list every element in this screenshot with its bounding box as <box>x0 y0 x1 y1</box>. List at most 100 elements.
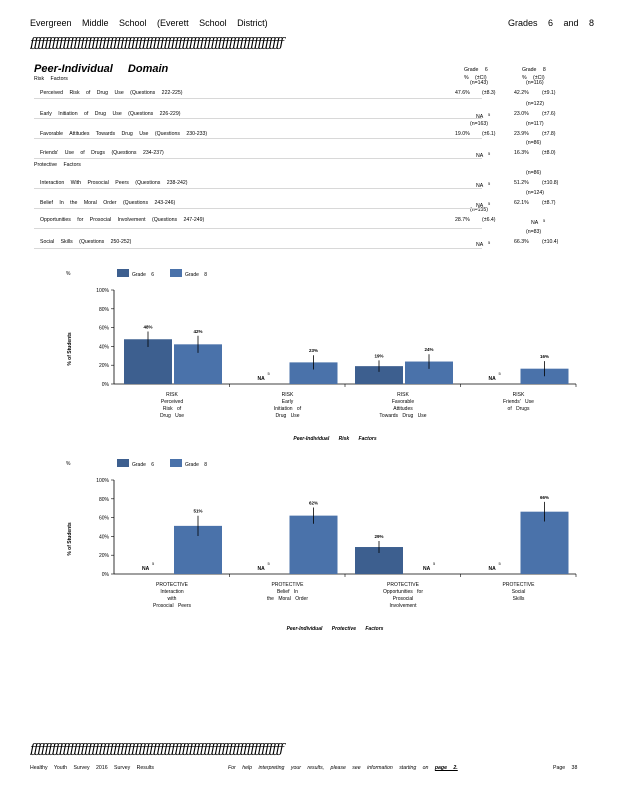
protective-factors-chart: % Grade 6 Grade 8 % of Students 0% 20% 40% 60% 8… <box>66 459 577 632</box>
grade6-na-note: 5 <box>488 181 491 186</box>
footer-page-link[interactable]: page 2. <box>434 765 458 771</box>
data-label: 29% <box>374 534 383 539</box>
category-label: Favorable <box>392 399 414 405</box>
grade6-n: (n=143) <box>470 80 489 86</box>
y-tick-label: 20% <box>99 363 110 369</box>
category-label: Prosocial <box>393 596 414 602</box>
category-label: PROTECTIVE <box>272 582 305 588</box>
bar-grade8 <box>520 511 569 574</box>
na-note: 5 <box>268 561 271 566</box>
decorative-divider-bottom: ƒƒƒƒƒƒƒƒƒƒƒƒƒƒƒƒƒƒƒƒƒƒƒƒƒƒƒƒƒƒƒƒƒƒƒƒƒƒƒƒ… <box>30 742 284 757</box>
category-label: Friends' Use <box>503 399 534 405</box>
protective-factors-heading: Protective Factors <box>34 162 81 168</box>
category-label: Social <box>512 589 526 595</box>
ylabel-top: % <box>66 271 71 277</box>
legend-swatch-grade8 <box>170 269 182 277</box>
data-label: 42% <box>193 329 202 334</box>
grade6-ci: (±8.3) <box>482 90 496 96</box>
grade8-ci: (±7.8) <box>542 131 556 137</box>
na-label: NA <box>423 566 431 572</box>
grade8-value: 16.3% <box>514 150 529 156</box>
data-label: 51% <box>193 509 202 514</box>
category-label: Skills <box>513 596 525 602</box>
category-label: PROTECTIVE <box>156 582 189 588</box>
category-label: of Drugs <box>508 406 530 412</box>
data-label: 62% <box>309 500 318 505</box>
bar-grade8 <box>289 515 338 574</box>
category-label: Involvement <box>390 603 418 609</box>
y-tick-label: 100% <box>96 288 109 294</box>
grade6-value: 28.7% <box>455 217 470 223</box>
risk-factors-chart: % Grade 6 Grade 8 % of Students 0% 20% 40% 60% 8… <box>66 269 577 442</box>
grade6-value: NA <box>476 153 484 159</box>
y-tick-label: 40% <box>99 344 110 350</box>
category-label: Interaction <box>160 589 184 595</box>
y-tick-label: 0% <box>102 572 110 578</box>
col-header-pct-ci-g6: % (±CI) <box>464 75 487 81</box>
ylabel-top: % <box>66 461 71 467</box>
row-separator <box>34 228 482 229</box>
legend-label-grade6: Grade 6 <box>132 272 154 278</box>
data-label: 19% <box>374 353 383 358</box>
grade8-value: 42.2% <box>514 90 529 96</box>
grade8-ci: (±8.7) <box>542 200 556 206</box>
y-axis-label: % of Students <box>67 522 73 556</box>
risk-factors-heading: Risk Factors <box>34 76 68 82</box>
legend-label-grade8: Grade 8 <box>185 462 207 468</box>
grade8-ci: (±10.4) <box>542 239 559 245</box>
grade8-value: 62.1% <box>514 200 529 206</box>
legend-label-grade6: Grade 6 <box>132 462 154 468</box>
data-label: 66% <box>540 495 549 500</box>
grade6-n: (n=163) <box>470 121 489 127</box>
category-label: Drug Use <box>160 413 184 419</box>
na-label: NA <box>489 566 497 572</box>
y-axis-label: % of Students <box>67 332 73 366</box>
factor-label: Early Initiation of Drug Use (Questions … <box>40 111 181 117</box>
na-label: NA <box>258 376 266 382</box>
y-tick-label: 80% <box>99 307 110 313</box>
x-axis-title: Peer-Individual Protective Factors <box>287 626 384 632</box>
na-note: 5 <box>152 561 155 566</box>
category-label: the Moral Order <box>267 596 308 602</box>
na-label: NA <box>258 566 266 572</box>
category-label: Attitudes <box>393 406 413 412</box>
y-tick-label: 60% <box>99 516 110 522</box>
grade6-value: 47.6% <box>455 90 470 96</box>
grade6-value: NA <box>476 203 484 209</box>
y-tick-label: 100% <box>96 478 109 484</box>
na-note: 5 <box>499 561 502 566</box>
grade6-ci: (±6.1) <box>482 131 496 137</box>
grade6-na-note: 5 <box>488 201 491 206</box>
factor-label: Perceived Risk of Drug Use (Questions 22… <box>40 90 183 96</box>
data-label: 16% <box>540 354 549 359</box>
legend-label-grade8: Grade 8 <box>185 272 207 278</box>
grade8-n: (n=83) <box>526 229 542 235</box>
row-separator <box>34 188 482 189</box>
na-label: NA <box>142 566 150 572</box>
grade8-ci: (±9.1) <box>542 90 556 96</box>
school-name: Evergreen Middle School (Everett School … <box>30 18 268 28</box>
row-separator <box>34 208 482 209</box>
data-label: 23% <box>309 348 318 353</box>
data-label: 24% <box>424 347 433 352</box>
grade8-n: (n=117) <box>526 121 544 127</box>
grade8-n: (n=122) <box>526 101 545 107</box>
grade6-ci: (±6.4) <box>482 217 496 223</box>
category-label: Early <box>282 399 294 405</box>
grade8-ci: (±10.8) <box>542 180 559 186</box>
category-label: Towards Drug Use <box>379 413 426 419</box>
row-separator <box>34 98 482 99</box>
factor-label: Interaction With Prosocial Peers (Questi… <box>40 180 188 186</box>
bar-grade8 <box>520 368 569 384</box>
grade6-value: NA <box>476 114 484 120</box>
grades-label: Grades 6 and 8 <box>508 18 595 28</box>
category-label: Belief In <box>277 589 298 595</box>
grade8-value: 51.2% <box>514 180 529 186</box>
footer-help-message: For help interpreting your results, plea… <box>228 765 429 771</box>
col-header-grade6: Grade 6 <box>464 67 488 73</box>
domain-title: Peer-Individual Domain <box>34 63 169 75</box>
row-separator <box>34 118 482 119</box>
grade8-na-note: 5 <box>543 218 546 223</box>
grade6-value: NA <box>476 183 484 189</box>
grade8-value: 66.3% <box>514 239 529 245</box>
